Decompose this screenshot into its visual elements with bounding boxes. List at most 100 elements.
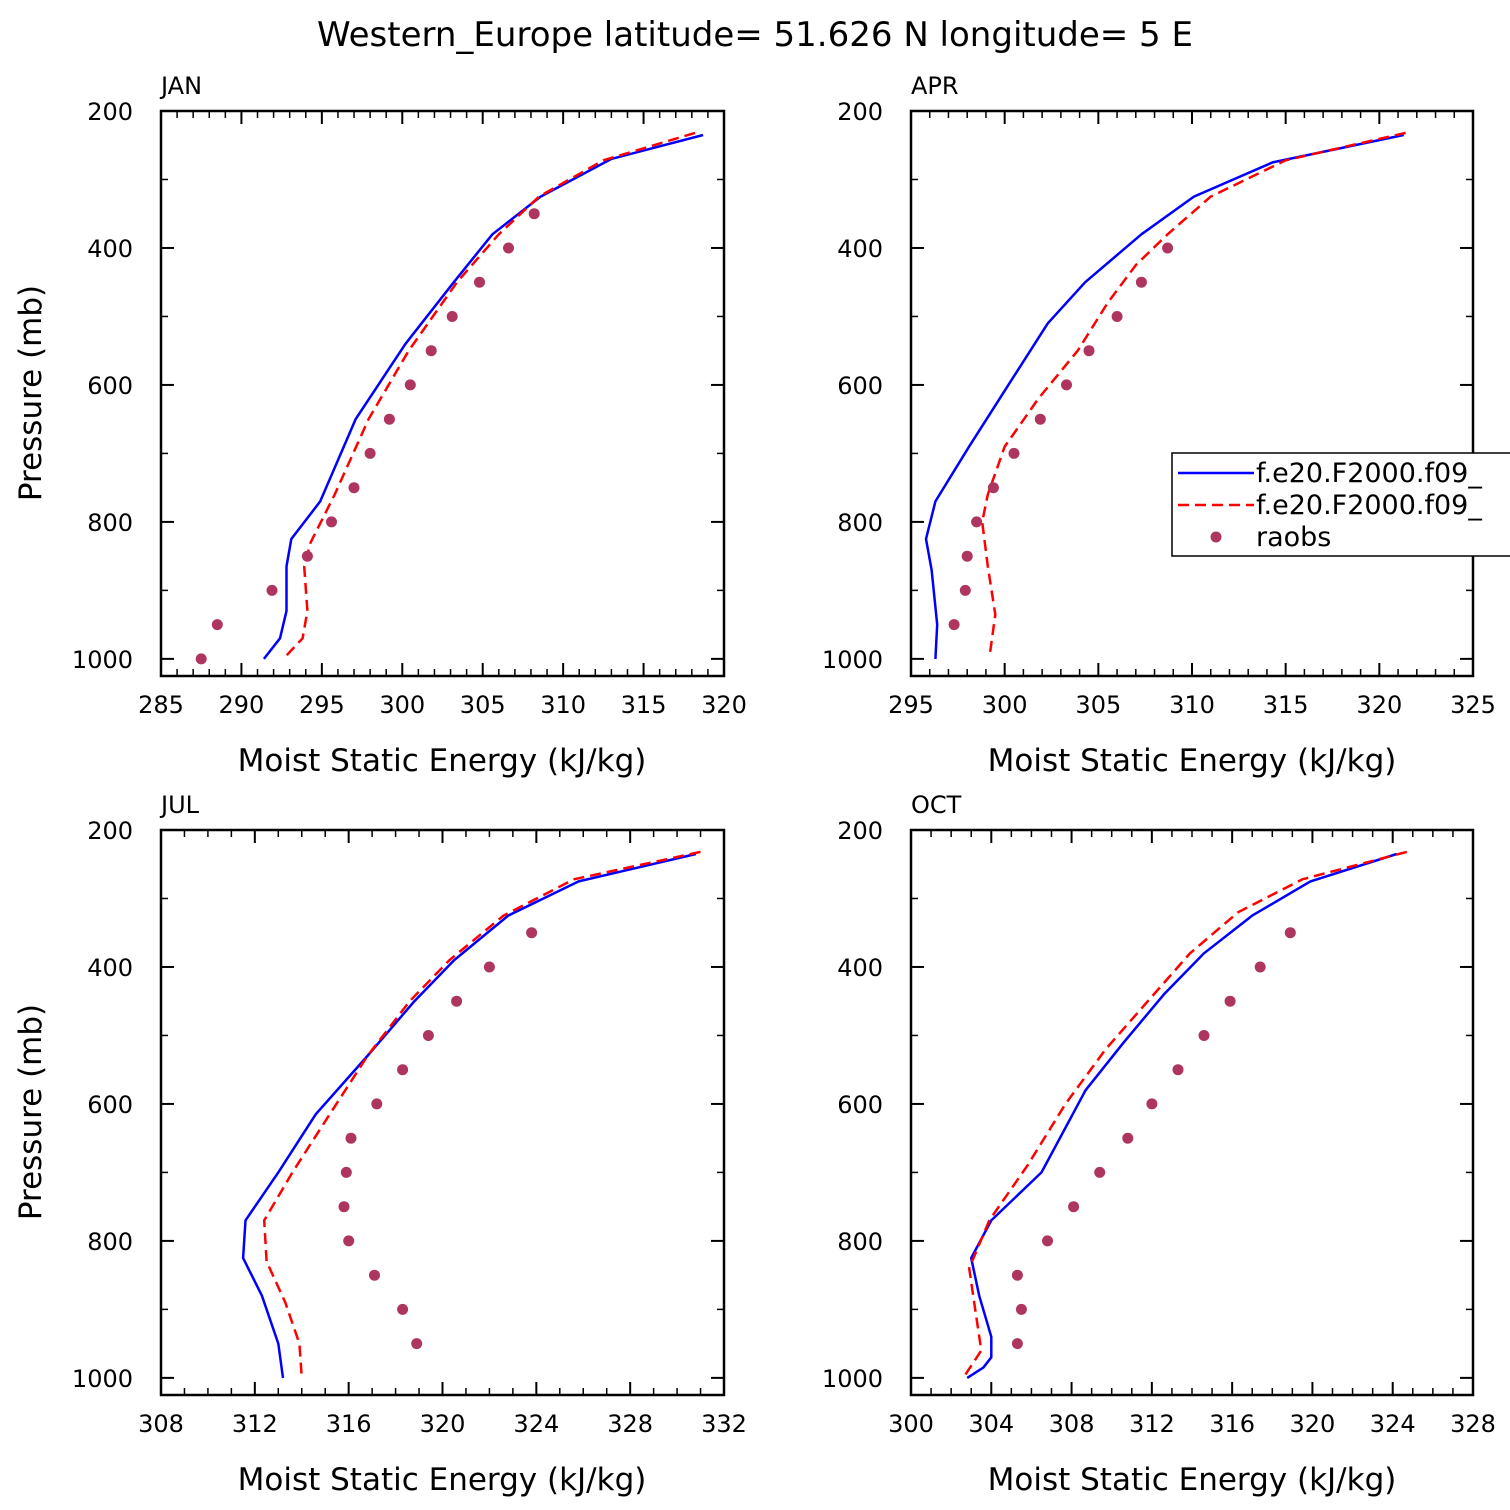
x-axis-title: Moist Static Energy (kJ/kg) (988, 743, 1397, 779)
raobs-point (1034, 413, 1046, 425)
raobs-point (971, 516, 983, 528)
raobs-point (340, 1166, 352, 1178)
x-tick-label: 305 (1075, 691, 1121, 719)
plot-area-jul: 308 312 316 320 324 328 332 200 400 600 800 1000 (72, 817, 747, 1438)
series-line-solid (966, 852, 1398, 1379)
x-axis-title: Moist Static Energy (kJ/kg) (988, 1462, 1397, 1498)
plot-frame (909, 828, 1475, 1397)
raobs-point (1284, 927, 1296, 939)
raobs-point (1011, 1269, 1023, 1281)
series-line-solid (924, 133, 1404, 659)
raobs-point (961, 550, 973, 562)
x-axis-title: Moist Static Energy (kJ/kg) (238, 1462, 647, 1498)
panel-label-oct: OCT (911, 791, 962, 819)
y-tick-label: 1000 (822, 646, 883, 674)
x-tick-label: 320 (701, 691, 747, 719)
panel-label-jan: JAN (159, 72, 202, 100)
raobs-point (1083, 345, 1095, 357)
x-tick-label: 312 (232, 1410, 278, 1438)
series-line-dashed (962, 850, 1408, 1379)
raobs-point (411, 1338, 423, 1350)
y-tick-label: 200 (87, 817, 133, 845)
y-tick-label: 600 (837, 372, 883, 400)
y-tick-label: 400 (837, 235, 883, 263)
raobs-point (338, 1201, 350, 1213)
legend: f.e20.F2000.f09_ f.e20.F2000.f09_ raobs (1171, 452, 1510, 557)
raobs-point (301, 550, 313, 562)
x-axis-title: Moist Static Energy (kJ/kg) (238, 743, 647, 779)
y-tick-label: 200 (837, 817, 883, 845)
raobs-point (422, 1030, 434, 1041)
x-tick-label: 305 (460, 691, 506, 719)
x-tick-label: 328 (607, 1410, 653, 1438)
panel-jul: JUL 308 312 316 320 324 328 332 200 400 600 800 100… (13, 791, 747, 1498)
panel-label-apr: APR (911, 72, 959, 100)
y-tick-label: 600 (87, 1091, 133, 1119)
raobs-point (1008, 447, 1020, 459)
plot-area-oct: 300 304 308 312 316 320 324 328 200 400 600 800 1000 (822, 817, 1496, 1438)
raobs-point (483, 961, 495, 973)
y-tick-label: 400 (837, 954, 883, 982)
raobs-point (948, 619, 960, 631)
series-line-dashed (262, 850, 701, 1378)
x-tick-label: 285 (138, 691, 184, 719)
x-tick-label: 304 (968, 1410, 1014, 1438)
y-tick-label: 600 (87, 372, 133, 400)
raobs-point (345, 1132, 357, 1144)
raobs-point (1068, 1201, 1080, 1213)
raobs-point (369, 1269, 380, 1281)
raobs-point (1042, 1235, 1053, 1247)
raobs-point (371, 1098, 383, 1110)
raobs-point (266, 584, 278, 596)
y-tick-label: 800 (87, 1228, 133, 1256)
raobs-point (1162, 242, 1174, 254)
series-line-solid (241, 852, 697, 1379)
raobs-point (1011, 1338, 1023, 1350)
x-tick-label: 316 (326, 1410, 372, 1438)
y-tick-label: 800 (87, 509, 133, 537)
x-tick-label: 315 (1263, 691, 1309, 719)
x-tick-label: 328 (1450, 1410, 1496, 1438)
x-tick-label: 290 (219, 691, 265, 719)
raobs-point (195, 653, 207, 665)
raobs-point (1172, 1064, 1184, 1076)
raobs-point (1198, 1030, 1210, 1041)
raobs-point (959, 584, 971, 596)
y-tick-label: 1000 (72, 646, 133, 674)
raobs-point (404, 379, 416, 391)
x-tick-label: 316 (1209, 1410, 1255, 1438)
raobs-point (1015, 1303, 1027, 1315)
y-tick-label: 800 (837, 509, 883, 537)
raobs-point (1061, 379, 1072, 391)
raobs-point (397, 1064, 409, 1076)
x-tick-label: 332 (701, 1410, 747, 1438)
raobs-point (451, 995, 463, 1007)
legend-swatch-marker (1210, 531, 1222, 543)
legend-box (1171, 452, 1510, 557)
raobs-point (383, 413, 395, 425)
raobs-point (397, 1303, 409, 1315)
x-tick-label: 300 (982, 691, 1028, 719)
raobs-point (211, 619, 223, 631)
x-tick-label: 300 (888, 1410, 934, 1438)
plot-frame (159, 109, 726, 678)
y-tick-label: 200 (87, 98, 133, 126)
y-tick-label: 400 (87, 235, 133, 263)
y-tick-label: 1000 (72, 1365, 133, 1393)
x-tick-label: 310 (1169, 691, 1215, 719)
raobs-point (1122, 1132, 1134, 1144)
x-tick-label: 324 (1370, 1410, 1416, 1438)
legend-label: raobs (1256, 522, 1331, 553)
panel-apr: APR 295 300 305 310 315 320 325 200 400 600 800 100… (822, 72, 1496, 779)
x-tick-label: 324 (513, 1410, 559, 1438)
raobs-point (1135, 276, 1147, 288)
figure-title: Western_Europe latitude= 51.626 N longit… (317, 15, 1193, 55)
x-tick-label: 308 (138, 1410, 184, 1438)
series-line-dashed (980, 131, 1406, 656)
plot-area-jan: 285 290 295 300 305 310 315 320 200 400 600 800 1000 (72, 98, 747, 719)
panel-jan: JAN 285 290 295 300 305 310 315 320 200 400 600 800… (13, 72, 747, 779)
x-tick-label: 320 (1290, 1410, 1336, 1438)
raobs-point (526, 927, 538, 939)
raobs-point (987, 482, 999, 494)
